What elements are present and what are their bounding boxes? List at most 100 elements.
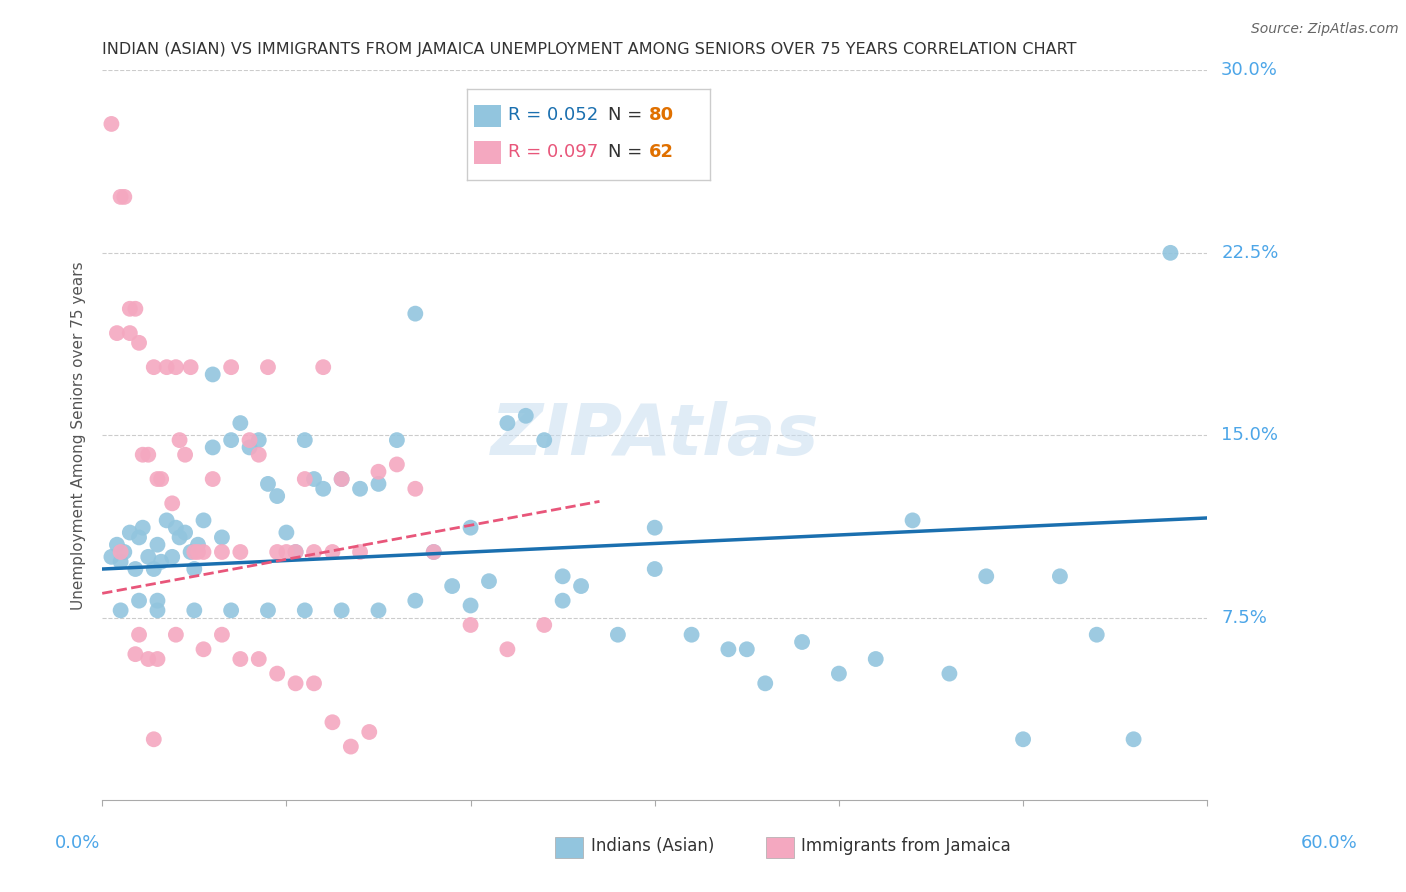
Point [865, 652, 887, 666]
Point [533, 618, 555, 632]
Text: Immigrants from Jamaica: Immigrants from Jamaica [801, 837, 1011, 855]
Text: ZIPAtlas: ZIPAtlas [491, 401, 818, 470]
Point [146, 603, 169, 617]
Point [974, 569, 997, 583]
Point [110, 555, 132, 569]
Point [828, 666, 851, 681]
Point [644, 562, 666, 576]
Point [367, 603, 389, 617]
Point [257, 360, 280, 375]
Point [219, 433, 242, 447]
Point [606, 628, 628, 642]
Point [717, 642, 740, 657]
Point [118, 326, 141, 340]
Text: 22.5%: 22.5% [1222, 244, 1278, 262]
Point [211, 628, 233, 642]
Point [160, 496, 183, 510]
Point [496, 642, 519, 657]
Point [441, 579, 464, 593]
Point [1085, 628, 1108, 642]
Point [385, 433, 408, 447]
Point [754, 676, 776, 690]
Point [180, 360, 202, 375]
Point [160, 549, 183, 564]
Point [183, 562, 205, 576]
Point [276, 525, 298, 540]
Point [257, 476, 280, 491]
Point [136, 652, 159, 666]
Point [496, 416, 519, 430]
Point [478, 574, 501, 589]
Point [302, 545, 325, 559]
Point [112, 545, 135, 559]
Point [330, 603, 353, 617]
Point [266, 489, 288, 503]
Point [128, 530, 150, 544]
Point [321, 715, 343, 730]
Point [229, 545, 252, 559]
Point [146, 472, 169, 486]
Text: Source: ZipAtlas.com: Source: ZipAtlas.com [1251, 22, 1399, 37]
Point [124, 301, 146, 316]
Point [142, 360, 165, 375]
Point [404, 307, 426, 321]
Text: Indians (Asian): Indians (Asian) [591, 837, 714, 855]
Text: 30.0%: 30.0% [1222, 62, 1278, 79]
Point [132, 521, 155, 535]
Point [321, 545, 343, 559]
Point [146, 538, 169, 552]
Point [460, 599, 482, 613]
Point [165, 360, 187, 375]
Point [132, 448, 155, 462]
Point [156, 513, 179, 527]
Point [359, 725, 381, 739]
Point [404, 482, 426, 496]
Point [284, 676, 307, 690]
Point [229, 652, 252, 666]
Point [284, 545, 307, 559]
Point [169, 433, 191, 447]
Point [219, 360, 242, 375]
Point [349, 482, 371, 496]
Point [124, 647, 146, 661]
Point [349, 545, 371, 559]
Point [183, 545, 205, 559]
Point [110, 190, 132, 204]
Point [312, 360, 335, 375]
Point [201, 472, 224, 486]
Point [284, 545, 307, 559]
Point [460, 618, 482, 632]
Point [515, 409, 537, 423]
Point [118, 301, 141, 316]
Point [180, 545, 202, 559]
Point [238, 441, 260, 455]
Text: 0.0%: 0.0% [55, 834, 100, 852]
Point [169, 530, 191, 544]
Point [938, 666, 960, 681]
Point [211, 530, 233, 544]
Point [1159, 245, 1181, 260]
Point [150, 472, 173, 486]
Point [110, 545, 132, 559]
Point [105, 326, 128, 340]
Point [150, 555, 173, 569]
Point [156, 360, 179, 375]
Point [105, 538, 128, 552]
Point [266, 666, 288, 681]
Point [644, 521, 666, 535]
Point [174, 448, 197, 462]
Point [193, 642, 215, 657]
Point [422, 545, 444, 559]
Point [1012, 732, 1035, 747]
Point [110, 603, 132, 617]
Point [112, 190, 135, 204]
Point [187, 538, 209, 552]
Point [136, 549, 159, 564]
Point [330, 472, 353, 486]
Point [302, 676, 325, 690]
Point [569, 579, 592, 593]
Point [330, 472, 353, 486]
Point [100, 117, 122, 131]
Point [266, 545, 288, 559]
Point [165, 628, 187, 642]
